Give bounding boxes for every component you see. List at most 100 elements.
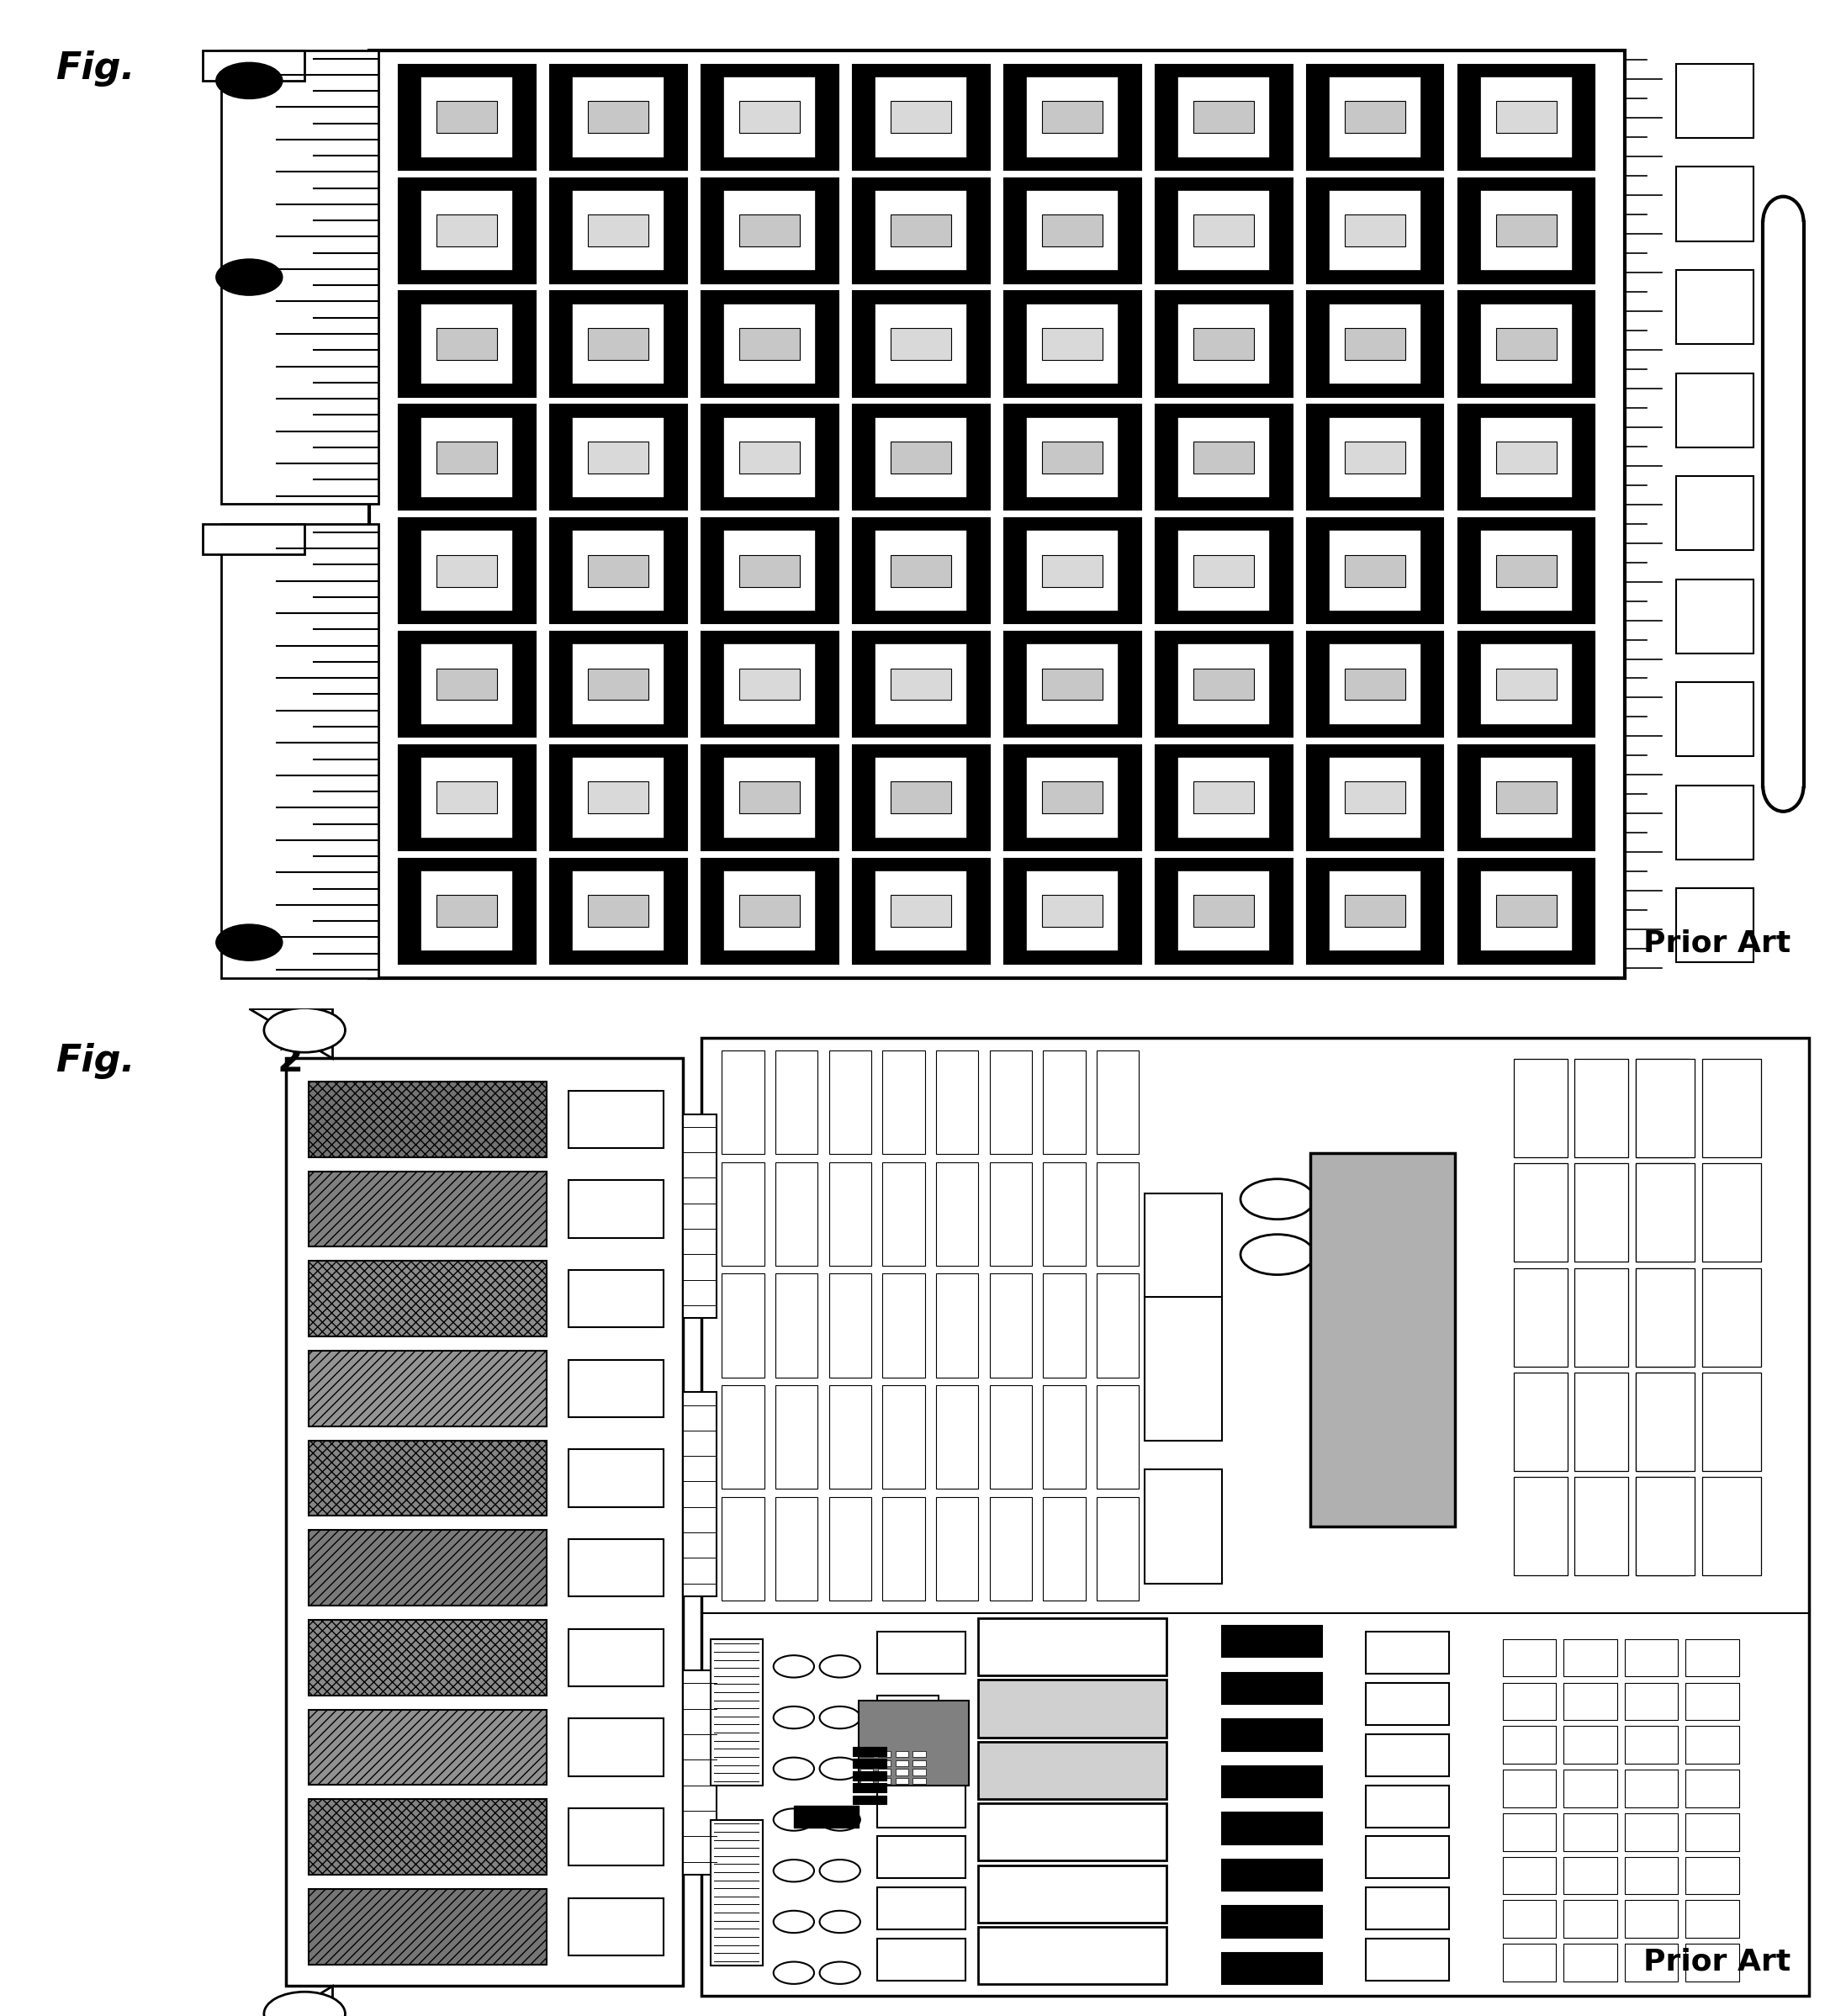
Circle shape [820, 1962, 860, 1984]
Bar [853, 177, 989, 282]
Circle shape [773, 1962, 814, 1984]
Bar [1564, 1901, 1617, 1937]
Bar [438, 101, 497, 133]
Bar [1514, 1268, 1567, 1367]
Bar [1329, 304, 1421, 385]
Bar [569, 1629, 665, 1685]
Bar [589, 329, 648, 359]
Bar [1676, 167, 1754, 242]
Bar [877, 1837, 965, 1879]
Bar [1458, 744, 1595, 851]
Bar [1097, 1498, 1139, 1601]
Bar [683, 1115, 716, 1318]
Bar [1676, 65, 1754, 137]
Bar [1514, 1478, 1567, 1574]
Bar [1497, 669, 1556, 700]
Bar [740, 782, 799, 812]
Bar [1004, 290, 1141, 397]
Bar [1575, 1058, 1628, 1157]
Bar [1480, 417, 1573, 498]
Bar [1458, 65, 1595, 169]
Bar [775, 1498, 818, 1601]
Bar [1178, 304, 1270, 385]
Bar [222, 50, 378, 504]
Bar [1497, 442, 1556, 474]
Bar [701, 177, 838, 282]
Bar [978, 1804, 1167, 1861]
Bar [1458, 518, 1595, 623]
Bar [740, 442, 799, 474]
Bar [589, 101, 648, 133]
Bar [1043, 782, 1102, 812]
Bar [978, 1865, 1167, 1923]
Bar [1043, 1498, 1085, 1601]
Bar [1636, 1163, 1695, 1262]
Bar [1156, 518, 1292, 623]
Bar [1564, 1770, 1617, 1806]
Bar [1043, 1161, 1085, 1266]
Bar [1004, 859, 1141, 964]
Bar [589, 214, 648, 246]
Bar [1026, 417, 1119, 498]
Bar [989, 1161, 1032, 1266]
Circle shape [820, 1758, 860, 1780]
Bar [1156, 405, 1292, 510]
Bar [892, 101, 951, 133]
Bar [1222, 1625, 1322, 1657]
Bar [438, 329, 497, 359]
Bar [1043, 895, 1102, 927]
Bar [936, 1161, 978, 1266]
Bar [438, 782, 497, 812]
Circle shape [1241, 1179, 1314, 1220]
Bar [369, 50, 1624, 978]
Bar [853, 1758, 886, 1768]
Bar [701, 518, 838, 623]
Circle shape [264, 1008, 345, 1052]
Bar [740, 329, 799, 359]
Bar [1222, 1673, 1322, 1704]
Circle shape [264, 1992, 345, 2016]
Bar [875, 417, 967, 498]
Bar [569, 1179, 665, 1238]
Text: 2: 2 [277, 1042, 303, 1079]
Bar [858, 1702, 969, 1786]
Bar [1636, 1478, 1689, 1574]
Bar [895, 1778, 908, 1784]
Circle shape [773, 1808, 814, 1831]
Bar [1685, 1857, 1739, 1895]
Bar [1346, 442, 1405, 474]
Bar [1685, 1683, 1739, 1720]
Circle shape [1311, 1179, 1384, 1220]
Circle shape [216, 62, 282, 99]
Bar [1366, 1837, 1449, 1879]
Bar [1178, 190, 1270, 270]
Bar [569, 1718, 665, 1776]
Bar [1194, 214, 1253, 246]
Bar [1156, 631, 1292, 736]
Bar [421, 304, 513, 385]
Bar [308, 1441, 546, 1516]
Polygon shape [249, 1008, 332, 1058]
Bar [203, 50, 305, 81]
Bar [1685, 1943, 1739, 1982]
Bar [1307, 177, 1444, 282]
Bar [853, 859, 989, 964]
Bar [572, 77, 665, 157]
Bar [936, 1050, 978, 1153]
Bar [550, 631, 687, 736]
Bar [989, 1274, 1032, 1377]
Bar [1145, 1193, 1222, 1296]
Circle shape [820, 1859, 860, 1881]
Bar [892, 214, 951, 246]
Bar [936, 1385, 978, 1490]
Bar [701, 631, 838, 736]
Bar [569, 1538, 665, 1597]
Bar [1194, 329, 1253, 359]
Bar [1575, 1478, 1628, 1574]
Bar [794, 1806, 858, 1829]
Bar [1624, 1857, 1678, 1895]
Bar [1307, 65, 1444, 169]
Bar [399, 177, 535, 282]
Bar [572, 756, 665, 839]
Bar [877, 1695, 940, 1726]
